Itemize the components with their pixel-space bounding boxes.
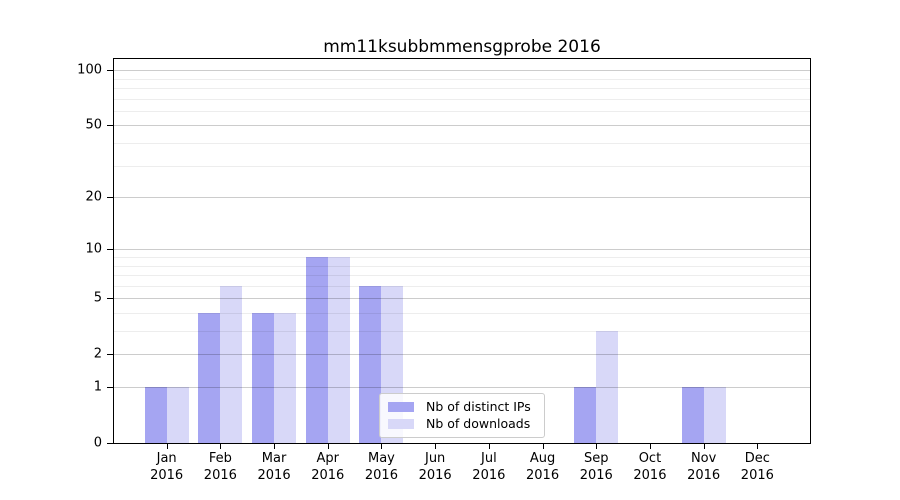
y-tick-mark bbox=[107, 354, 113, 356]
y-tick-label-0: 0 bbox=[93, 435, 102, 451]
gridline-9 bbox=[114, 257, 810, 258]
gridline-4 bbox=[114, 313, 810, 314]
gridline-50 bbox=[114, 125, 810, 127]
y-tick-mark bbox=[107, 298, 113, 300]
y-tick-mark bbox=[107, 443, 113, 444]
x-tick-label-aug: Aug 2016 bbox=[526, 451, 560, 483]
y-tick-label-5: 5 bbox=[93, 290, 102, 306]
bar-downloads-feb bbox=[220, 285, 243, 443]
legend-swatch bbox=[388, 402, 414, 412]
x-tick-label-nov: Nov 2016 bbox=[687, 451, 721, 483]
y-tick-mark bbox=[107, 70, 113, 72]
y-tick-mark bbox=[107, 125, 113, 127]
legend: Nb of distinct IPs Nb of downloads bbox=[379, 393, 545, 438]
gridline-70 bbox=[114, 98, 810, 100]
legend-item-downloads: Nb of downloads bbox=[386, 417, 538, 431]
gridline-40 bbox=[114, 143, 810, 144]
x-tick-label-oct: Oct 2016 bbox=[633, 451, 667, 483]
legend-label: Nb of distinct IPs bbox=[426, 399, 531, 414]
chart-title: mm11ksubbmmensgprobe 2016 bbox=[323, 37, 601, 57]
legend-swatch bbox=[388, 419, 414, 429]
x-tick-label-sep: Sep 2016 bbox=[579, 451, 613, 483]
bar-distinct-ips-mar bbox=[252, 312, 275, 443]
x-tick-label-jun: Jun 2016 bbox=[418, 451, 452, 483]
x-tick-label-feb: Feb 2016 bbox=[203, 451, 237, 483]
bar-distinct-ips-nov bbox=[681, 387, 704, 443]
gridline-3 bbox=[114, 331, 810, 332]
x-tick-mark bbox=[703, 444, 705, 449]
gridline-10 bbox=[114, 249, 810, 251]
bars-layer bbox=[114, 59, 810, 443]
bar-distinct-ips-apr bbox=[305, 256, 328, 443]
bar-downloads-nov bbox=[703, 387, 726, 443]
bar-downloads-apr bbox=[327, 256, 350, 443]
x-tick-mark bbox=[220, 444, 222, 449]
y-tick-label-100: 100 bbox=[77, 62, 102, 78]
y-tick-mark bbox=[107, 387, 113, 388]
bar-distinct-ips-may bbox=[359, 285, 382, 443]
x-tick-mark bbox=[488, 444, 490, 449]
x-tick-mark bbox=[381, 444, 383, 449]
y-tick-label-50: 50 bbox=[85, 117, 102, 133]
x-tick-mark bbox=[596, 444, 598, 449]
gridline-2 bbox=[114, 354, 810, 356]
gridlines-layer bbox=[114, 59, 810, 443]
gridline-5 bbox=[114, 298, 810, 300]
legend-item-distinct-ips: Nb of distinct IPs bbox=[386, 400, 538, 414]
gridline-20 bbox=[114, 197, 810, 199]
x-tick-label-jan: Jan 2016 bbox=[150, 451, 184, 483]
bar-downloads-jan bbox=[166, 387, 189, 443]
x-tick-label-apr: Apr 2016 bbox=[311, 451, 345, 483]
x-tick-label-dec: Dec 2016 bbox=[740, 451, 774, 483]
plot-area: Nb of distinct IPs Nb of downloads bbox=[113, 58, 811, 444]
y-tick-mark bbox=[107, 249, 113, 251]
gridline-60 bbox=[114, 110, 810, 112]
gridline-7 bbox=[114, 275, 810, 276]
bar-distinct-ips-sep bbox=[574, 387, 597, 443]
y-tick-label-10: 10 bbox=[85, 241, 102, 257]
legend-label: Nb of downloads bbox=[426, 416, 531, 431]
gridline-6 bbox=[114, 285, 810, 287]
y-tick-mark bbox=[107, 197, 113, 199]
gridline-100 bbox=[114, 70, 810, 72]
x-tick-label-jul: Jul 2016 bbox=[472, 451, 506, 483]
gridline-90 bbox=[114, 78, 810, 80]
gridline-30 bbox=[114, 165, 810, 167]
x-tick-mark bbox=[649, 444, 651, 449]
x-tick-mark bbox=[757, 444, 759, 449]
bar-distinct-ips-feb bbox=[198, 312, 221, 443]
x-tick-label-mar: Mar 2016 bbox=[257, 451, 291, 483]
y-tick-label-2: 2 bbox=[93, 346, 102, 362]
x-tick-mark bbox=[327, 444, 329, 449]
x-tick-mark bbox=[274, 444, 276, 449]
bar-downloads-sep bbox=[596, 331, 619, 443]
y-tick-label-20: 20 bbox=[85, 189, 102, 205]
x-tick-mark bbox=[542, 444, 544, 449]
gridline-1 bbox=[114, 387, 810, 388]
x-tick-mark bbox=[435, 444, 437, 449]
gridline-8 bbox=[114, 265, 810, 267]
bar-distinct-ips-jan bbox=[144, 387, 167, 443]
gridline-80 bbox=[114, 88, 810, 89]
x-tick-label-may: May 2016 bbox=[364, 451, 398, 483]
x-tick-mark bbox=[166, 444, 168, 449]
y-tick-label-1: 1 bbox=[93, 379, 102, 395]
bar-downloads-mar bbox=[274, 312, 297, 443]
